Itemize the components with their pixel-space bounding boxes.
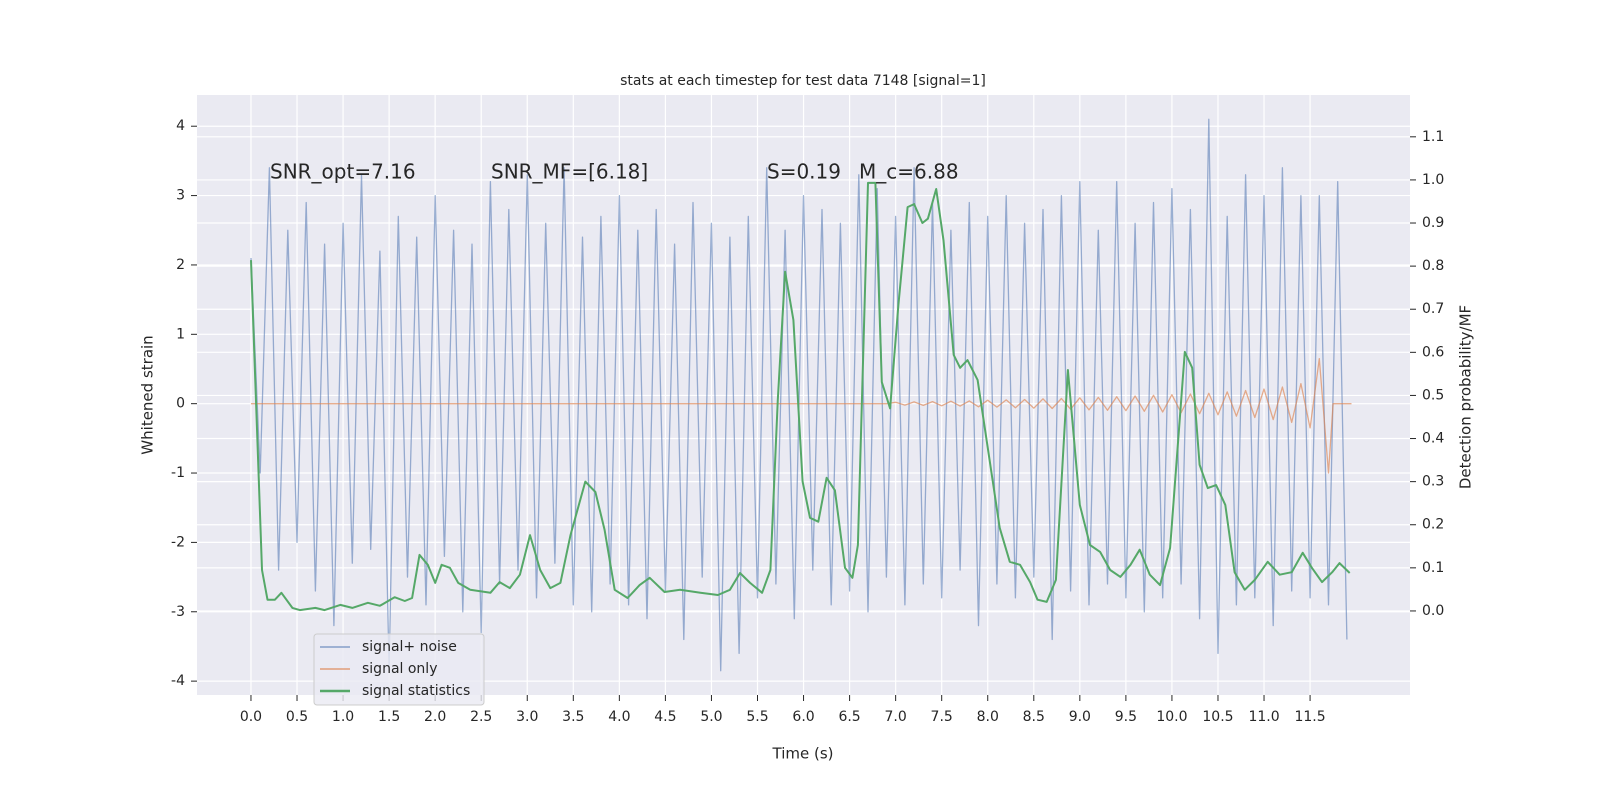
x-tick-label: 11.5 [1294,709,1325,725]
x-tick-label: 0.0 [240,709,262,725]
y2-tick-label: 0.0 [1422,603,1444,619]
annotation: SNR_opt=7.16 [270,160,416,184]
y2-tick-label: 0.5 [1422,387,1444,403]
x-tick-label: 8.0 [977,709,999,725]
y-axis-label: Whitened strain [139,335,157,454]
x-tick-label: 0.5 [286,709,308,725]
x-tick-label: 9.5 [1115,709,1137,725]
x-tick-label: 3.0 [516,709,538,725]
y-tick-label: 0 [176,396,185,412]
legend-label: signal only [362,661,437,677]
x-axis-label: Time (s) [772,745,834,763]
legend-label: signal+ noise [362,639,457,655]
y-tick-label: 2 [176,257,185,273]
y2-tick-label: 0.7 [1422,301,1444,317]
x-tick-label: 7.5 [931,709,953,725]
y2-tick-label: 0.3 [1422,474,1444,490]
y2-tick-label: 0.2 [1422,517,1444,533]
x-tick-label: 3.5 [562,709,584,725]
y2-tick-label: 0.1 [1422,560,1444,576]
y-tick-label: -4 [171,673,185,689]
y-tick-label: -2 [171,534,185,550]
y-tick-label: -1 [171,465,185,481]
legend-label: signal statistics [362,683,470,699]
x-tick-label: 5.0 [700,709,722,725]
y2-axis-label: Detection probability/MF [1457,305,1475,489]
y-tick-label: 1 [176,326,185,342]
x-tick-label: 4.5 [654,709,676,725]
x-tick-label: 2.0 [424,709,446,725]
y2-tick-label: 1.0 [1422,172,1444,188]
x-tick-label: 10.5 [1202,709,1233,725]
y2-tick-label: 0.9 [1422,215,1444,231]
x-tick-label: 8.5 [1023,709,1045,725]
legend-box [313,633,485,706]
x-tick-label: 1.5 [378,709,400,725]
x-tick-label: 9.0 [1069,709,1091,725]
annotation: S=0.19 [767,160,841,184]
annotation: M_c=6.88 [859,160,959,184]
y2-tick-label: 1.1 [1422,129,1444,145]
y2-tick-label: 0.4 [1422,431,1444,447]
chart-title: stats at each timestep for test data 714… [620,73,986,89]
x-tick-label: 2.5 [470,709,492,725]
y2-tick-label: 0.6 [1422,344,1444,360]
x-tick-label: 5.5 [746,709,768,725]
x-tick-label: 1.0 [332,709,354,725]
series-line [250,181,1351,612]
x-tick-label: 6.0 [792,709,814,725]
x-tick-label: 11.0 [1248,709,1279,725]
y2-tick-label: 0.8 [1422,258,1444,274]
annotation: SNR_MF=[6.18] [491,160,648,184]
x-tick-label: 10.0 [1156,709,1187,725]
series-line [251,357,1352,474]
x-tick-label: 7.0 [885,709,907,725]
x-tick-label: 4.0 [608,709,630,725]
x-tick-label: 6.5 [838,709,860,725]
y-tick-label: -3 [171,604,185,620]
y-tick-label: 3 [176,188,185,204]
y-tick-label: 4 [176,118,185,134]
